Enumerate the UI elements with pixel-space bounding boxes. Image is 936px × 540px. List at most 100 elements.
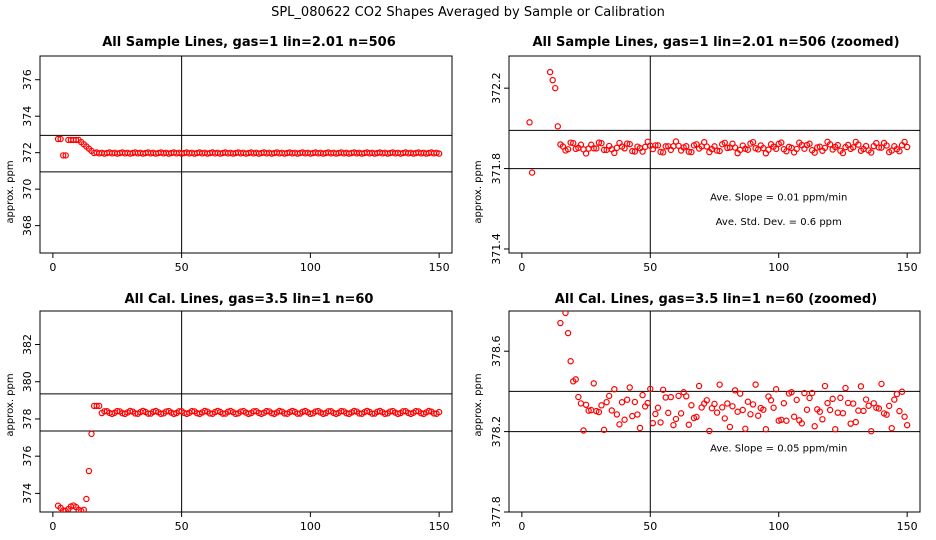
data-point [752, 381, 759, 388]
data-point [811, 423, 818, 430]
data-point [826, 406, 834, 414]
data-point [554, 123, 562, 130]
chart-title: All Cal. Lines, gas=3.5 lin=1 n=60 [125, 292, 374, 307]
data-point [806, 140, 813, 147]
data-point [652, 410, 659, 418]
data-points [526, 68, 911, 176]
data-point [201, 407, 208, 415]
data-point [85, 467, 93, 475]
data-point [703, 143, 710, 150]
chart-sample-lines: All Sample Lines, gas=1 lin=2.01 n=506 a… [5, 35, 453, 274]
data-point [793, 145, 800, 153]
data-point [562, 311, 569, 317]
y-axis-label: approx. ppm [5, 373, 16, 436]
plot-frame [39, 55, 453, 254]
data-point [662, 394, 669, 401]
chart-title: All Cal. Lines, gas=3.5 lin=1 n=60 (zoom… [555, 292, 877, 307]
data-point [595, 139, 603, 146]
data-point [276, 407, 283, 415]
y-tick-label: 372.2 [490, 72, 503, 104]
data-point [575, 393, 582, 401]
data-point [611, 149, 618, 157]
data-point [783, 417, 790, 424]
data-point [435, 408, 443, 416]
x-tick-label: 150 [897, 520, 918, 533]
data-point [564, 146, 572, 153]
data-point [626, 140, 633, 148]
data-point [621, 416, 628, 423]
data-point [821, 382, 829, 390]
data-point [307, 410, 314, 418]
y-tick-label: 371.4 [490, 233, 503, 265]
data-point [83, 495, 90, 503]
data-point [883, 411, 890, 418]
data-point [724, 400, 731, 407]
data-point [711, 400, 718, 408]
data-point [736, 390, 744, 397]
y-tick-label: 378 [21, 408, 34, 429]
data-point [654, 404, 662, 411]
chart-sample-lines-zoomed: All Sample Lines, gas=1 lin=2.01 n=506 (… [473, 35, 921, 274]
data-point [577, 141, 585, 148]
data-point [188, 407, 196, 415]
data-point [754, 412, 762, 419]
data-point [570, 139, 577, 147]
data-point [731, 387, 739, 394]
data-point [590, 145, 597, 152]
x-tick-label: 50 [175, 261, 189, 274]
plot-area: 0 50 100 150 374 376 378 380 382 [21, 310, 453, 533]
x-tick-label: 150 [429, 520, 450, 533]
data-point [742, 425, 749, 432]
data-point [80, 506, 87, 512]
data-point [657, 148, 664, 156]
data-points [557, 311, 911, 435]
data-point [603, 398, 610, 406]
data-point [62, 152, 69, 159]
data-point [867, 149, 875, 156]
data-point [808, 389, 816, 397]
data-point [623, 140, 631, 147]
data-point [724, 144, 731, 152]
data-point [629, 147, 636, 155]
data-point [598, 402, 605, 409]
data-point [688, 148, 695, 156]
data-point [670, 421, 677, 429]
data-point [803, 406, 811, 413]
x-tick-label: 0 [49, 520, 56, 533]
data-point [793, 396, 800, 404]
data-point [839, 410, 847, 417]
data-point [582, 401, 590, 409]
data-point [721, 415, 728, 422]
data-point [801, 389, 808, 397]
data-point [713, 147, 721, 154]
plot-area: 0 50 100 150 377.8 378.2 378.6 Ave. Slope = 0.0… [490, 310, 921, 533]
data-point [898, 388, 906, 395]
data-point [639, 148, 646, 155]
x-tick-label: 100 [768, 261, 789, 274]
chart-annotation: Ave. Std. Dev. = 0.6 ppm [716, 217, 842, 228]
data-point [780, 400, 788, 407]
data-point [683, 393, 690, 400]
data-point [821, 144, 829, 152]
y-axis-label: approx. ppm [473, 160, 484, 223]
y-tick-label: 378.2 [490, 416, 503, 448]
data-point [672, 415, 680, 423]
data-point [567, 358, 574, 365]
y-tick-label: 376 [21, 69, 34, 90]
data-point [806, 394, 813, 402]
data-point [649, 419, 657, 427]
y-tick-label: 377.8 [490, 496, 503, 528]
chart-cal-lines: All Cal. Lines, gas=3.5 lin=1 n=60 appro… [5, 292, 453, 533]
data-point [685, 421, 693, 428]
x-tick-label: 100 [300, 261, 321, 274]
data-point [860, 407, 867, 415]
y-tick-label: 372 [21, 142, 34, 163]
x-tick-label: 100 [768, 520, 789, 533]
x-tick-label: 50 [643, 261, 657, 274]
data-point [788, 389, 795, 396]
data-point [824, 399, 831, 407]
data-point [93, 402, 100, 410]
y-tick-label: 374 [21, 483, 34, 504]
data-point [891, 396, 898, 403]
data-point [157, 410, 165, 418]
